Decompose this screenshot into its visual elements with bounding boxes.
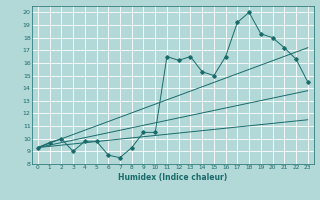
X-axis label: Humidex (Indice chaleur): Humidex (Indice chaleur)	[118, 173, 228, 182]
